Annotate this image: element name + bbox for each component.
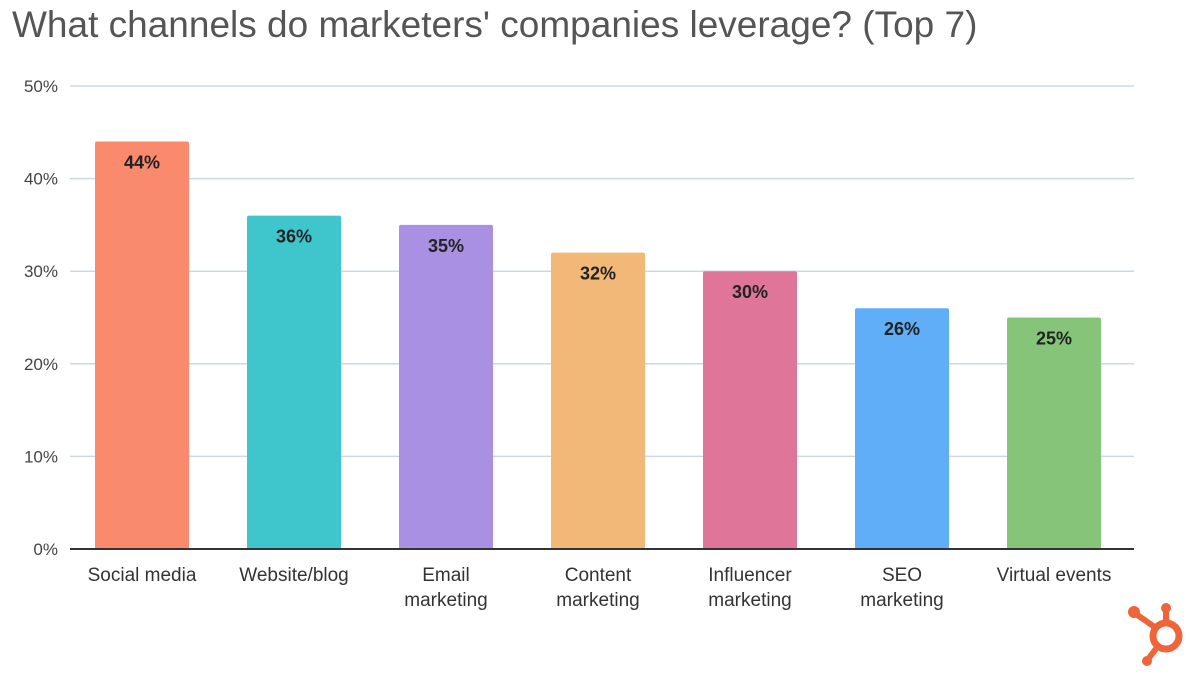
x-tick-label: marketing (708, 590, 791, 611)
y-tick-label: 10% (24, 447, 58, 466)
x-tick-label: Email (422, 565, 470, 586)
bar (1007, 317, 1101, 549)
bar (95, 141, 189, 549)
data-label: 32% (580, 264, 616, 284)
bar (551, 252, 645, 549)
x-tick-label: Website/blog (239, 565, 349, 586)
y-tick-label: 30% (24, 262, 58, 281)
hubspot-sprocket-icon (1128, 603, 1183, 666)
x-tick-label: Influencer (708, 565, 792, 586)
data-label: 35% (428, 236, 464, 256)
data-label: 36% (276, 227, 312, 247)
bar (399, 224, 493, 549)
y-tick-label: 20% (24, 355, 58, 374)
data-label: 26% (884, 319, 920, 339)
data-label: 25% (1036, 329, 1072, 349)
x-tick-label: Social media (88, 565, 197, 586)
x-tick-label: Content (565, 565, 632, 586)
data-label: 44% (124, 153, 160, 173)
x-tick-label: Virtual events (997, 565, 1112, 586)
y-tick-label: 40% (24, 170, 58, 189)
bar (703, 271, 797, 549)
x-tick-label: marketing (860, 590, 943, 611)
data-label: 30% (732, 282, 768, 302)
x-tick-label: marketing (556, 590, 639, 611)
bar (247, 215, 341, 549)
chart-title: What channels do marketers' companies le… (12, 4, 978, 45)
bar (855, 308, 949, 549)
x-tick-label: SEO (882, 565, 922, 586)
y-tick-label: 50% (24, 77, 58, 96)
y-tick-label: 0% (33, 540, 58, 559)
x-tick-label: marketing (404, 590, 487, 611)
